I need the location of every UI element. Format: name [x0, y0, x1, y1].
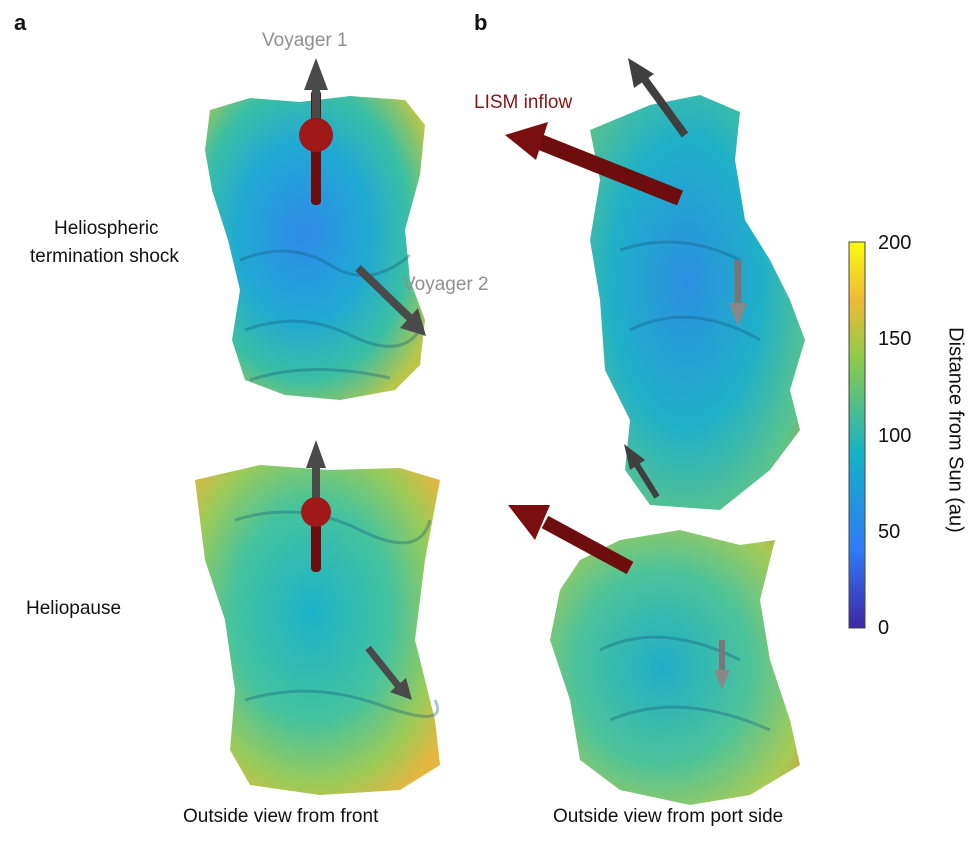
column-caption-front: Outside view from front: [183, 806, 379, 827]
column-caption-port-side: Outside view from port side: [553, 806, 784, 827]
colorbar-tick-50: 50: [878, 521, 901, 543]
voyager1-arrow-bottom: [301, 440, 331, 572]
colorbar-tick-0: 0: [878, 617, 890, 639]
heliopause-front-surface: [195, 465, 440, 795]
voyager1-arrow-top: [299, 58, 333, 205]
colorbar: [848, 241, 866, 629]
voyager2-label: Voyager 2: [403, 274, 489, 295]
voyager1-arrow-side-bottom: [624, 444, 660, 499]
voyager2-arrow-bottom: [365, 645, 412, 700]
voyager2-arrow-side-top: [729, 260, 747, 326]
colorbar-label: Distance from Sun (au): [944, 327, 967, 533]
voyager2-arrow-top: [355, 265, 426, 336]
colorbar-tick-200: 200: [878, 232, 912, 254]
voyager2-arrow-side-bottom: [714, 640, 730, 690]
lism-inflow-arrow-bottom: [508, 505, 634, 575]
lism-inflow-arrow-top: [505, 122, 683, 206]
colorbar-tick-100: 100: [878, 425, 912, 447]
heliopause-side-surface: [550, 530, 800, 805]
panel-label-a: a: [14, 10, 27, 35]
colorbar-tick-150: 150: [878, 328, 912, 350]
surface-ripples: [234, 240, 771, 732]
panel-label-b: b: [474, 10, 488, 35]
lism-inflow-label: LISM inflow: [474, 92, 573, 113]
voyager1-label: Voyager 1: [262, 30, 348, 51]
row-label-heliopause: Heliopause: [26, 598, 122, 619]
row-label-termination-shock-line2: termination shock: [30, 246, 179, 267]
termination-shock-front-surface: [205, 96, 425, 400]
row-label-termination-shock-line1: Heliospheric: [54, 218, 159, 239]
termination-shock-side-surface: [590, 95, 805, 510]
voyager1-arrow-side-top: [628, 58, 689, 138]
